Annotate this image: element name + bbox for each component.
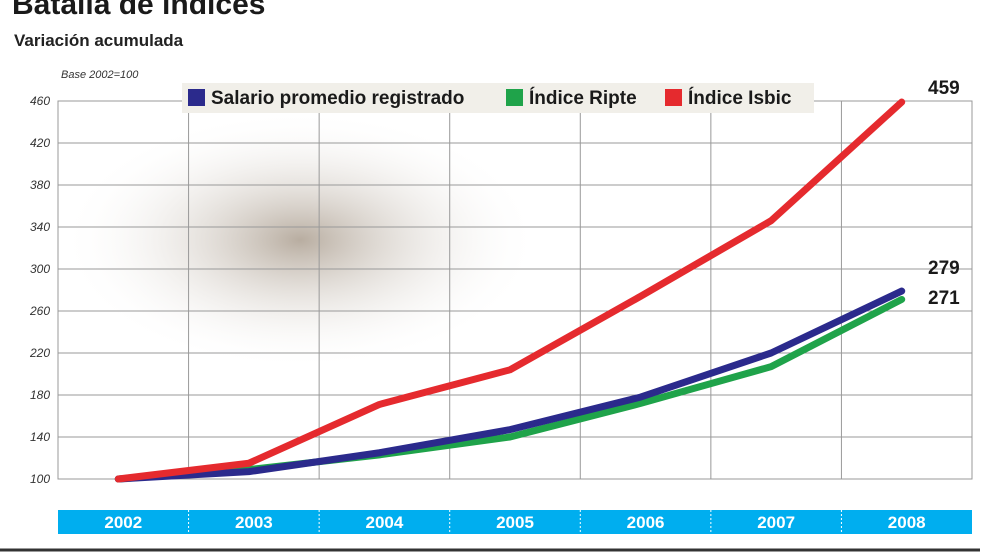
y-tick-label: 300 [30, 262, 50, 276]
base-note: Base 2002=100 [61, 69, 139, 81]
end-value-label: 459 [928, 78, 960, 99]
y-tick-label: 180 [30, 388, 50, 402]
y-tick-label: 420 [30, 136, 50, 150]
chart-subtitle: Variación acumulada [14, 31, 184, 50]
legend-swatch [665, 89, 682, 106]
legend-swatch [506, 89, 523, 106]
legend-label: Índice Isbic [688, 87, 792, 109]
x-tick-label: 2003 [235, 513, 273, 532]
legend-box [182, 83, 814, 113]
x-tick-label: 2005 [496, 513, 534, 532]
y-tick-label: 460 [30, 94, 50, 108]
y-tick-label: 260 [29, 304, 50, 318]
x-axis-band [58, 510, 972, 534]
x-tick-label: 2007 [757, 513, 795, 532]
y-tick-label: 340 [30, 220, 50, 234]
money-photo-background [60, 110, 540, 370]
end-value-label: 279 [928, 258, 960, 279]
end-value-label: 271 [928, 288, 960, 309]
x-tick-label: 2004 [366, 513, 404, 532]
y-tick-label: 380 [30, 178, 50, 192]
x-tick-label: 2008 [888, 513, 926, 532]
legend-label: Salario promedio registrado [211, 88, 464, 109]
y-tick-label: 100 [30, 472, 50, 486]
legend-swatch [188, 89, 205, 106]
y-tick-label: 140 [30, 430, 50, 444]
chart-title: Batalla de índices [12, 0, 266, 21]
legend-label: Índice Ripte [529, 87, 637, 109]
y-tick-label: 220 [29, 346, 50, 360]
x-tick-label: 2002 [104, 513, 142, 532]
x-tick-label: 2006 [627, 513, 665, 532]
